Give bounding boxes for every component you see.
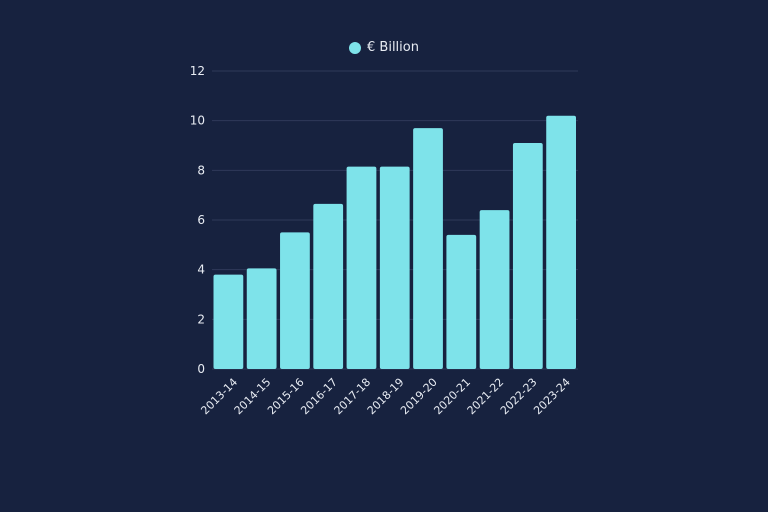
bar-2018-19[interactable] bbox=[379, 166, 410, 369]
bar-2023-24[interactable] bbox=[546, 115, 576, 369]
bar-2016-17[interactable] bbox=[313, 203, 344, 369]
y-tick-label: 12 bbox=[190, 64, 205, 78]
bar-2022-23[interactable] bbox=[512, 143, 543, 369]
x-tick-label: 2023-24 bbox=[531, 376, 573, 418]
y-tick-label: 4 bbox=[197, 263, 205, 277]
legend-swatch-icon bbox=[349, 41, 362, 54]
bar-2017-18[interactable] bbox=[346, 166, 377, 369]
y-tick-label: 2 bbox=[197, 312, 205, 326]
y-tick-label: 10 bbox=[190, 114, 205, 128]
bar-2021-22[interactable] bbox=[479, 210, 510, 369]
y-tick-label: 6 bbox=[197, 213, 205, 227]
bar-2013-14[interactable] bbox=[213, 274, 244, 369]
bar-2019-20[interactable] bbox=[413, 128, 443, 369]
legend: € Billion bbox=[0, 40, 768, 55]
bar-2014-15[interactable] bbox=[246, 268, 277, 369]
bar-2020-21[interactable] bbox=[446, 234, 477, 369]
y-tick-label: 0 bbox=[197, 362, 205, 376]
bar-2015-16[interactable] bbox=[280, 232, 310, 369]
legend-label: € Billion bbox=[367, 40, 419, 55]
y-tick-label: 8 bbox=[197, 163, 205, 177]
